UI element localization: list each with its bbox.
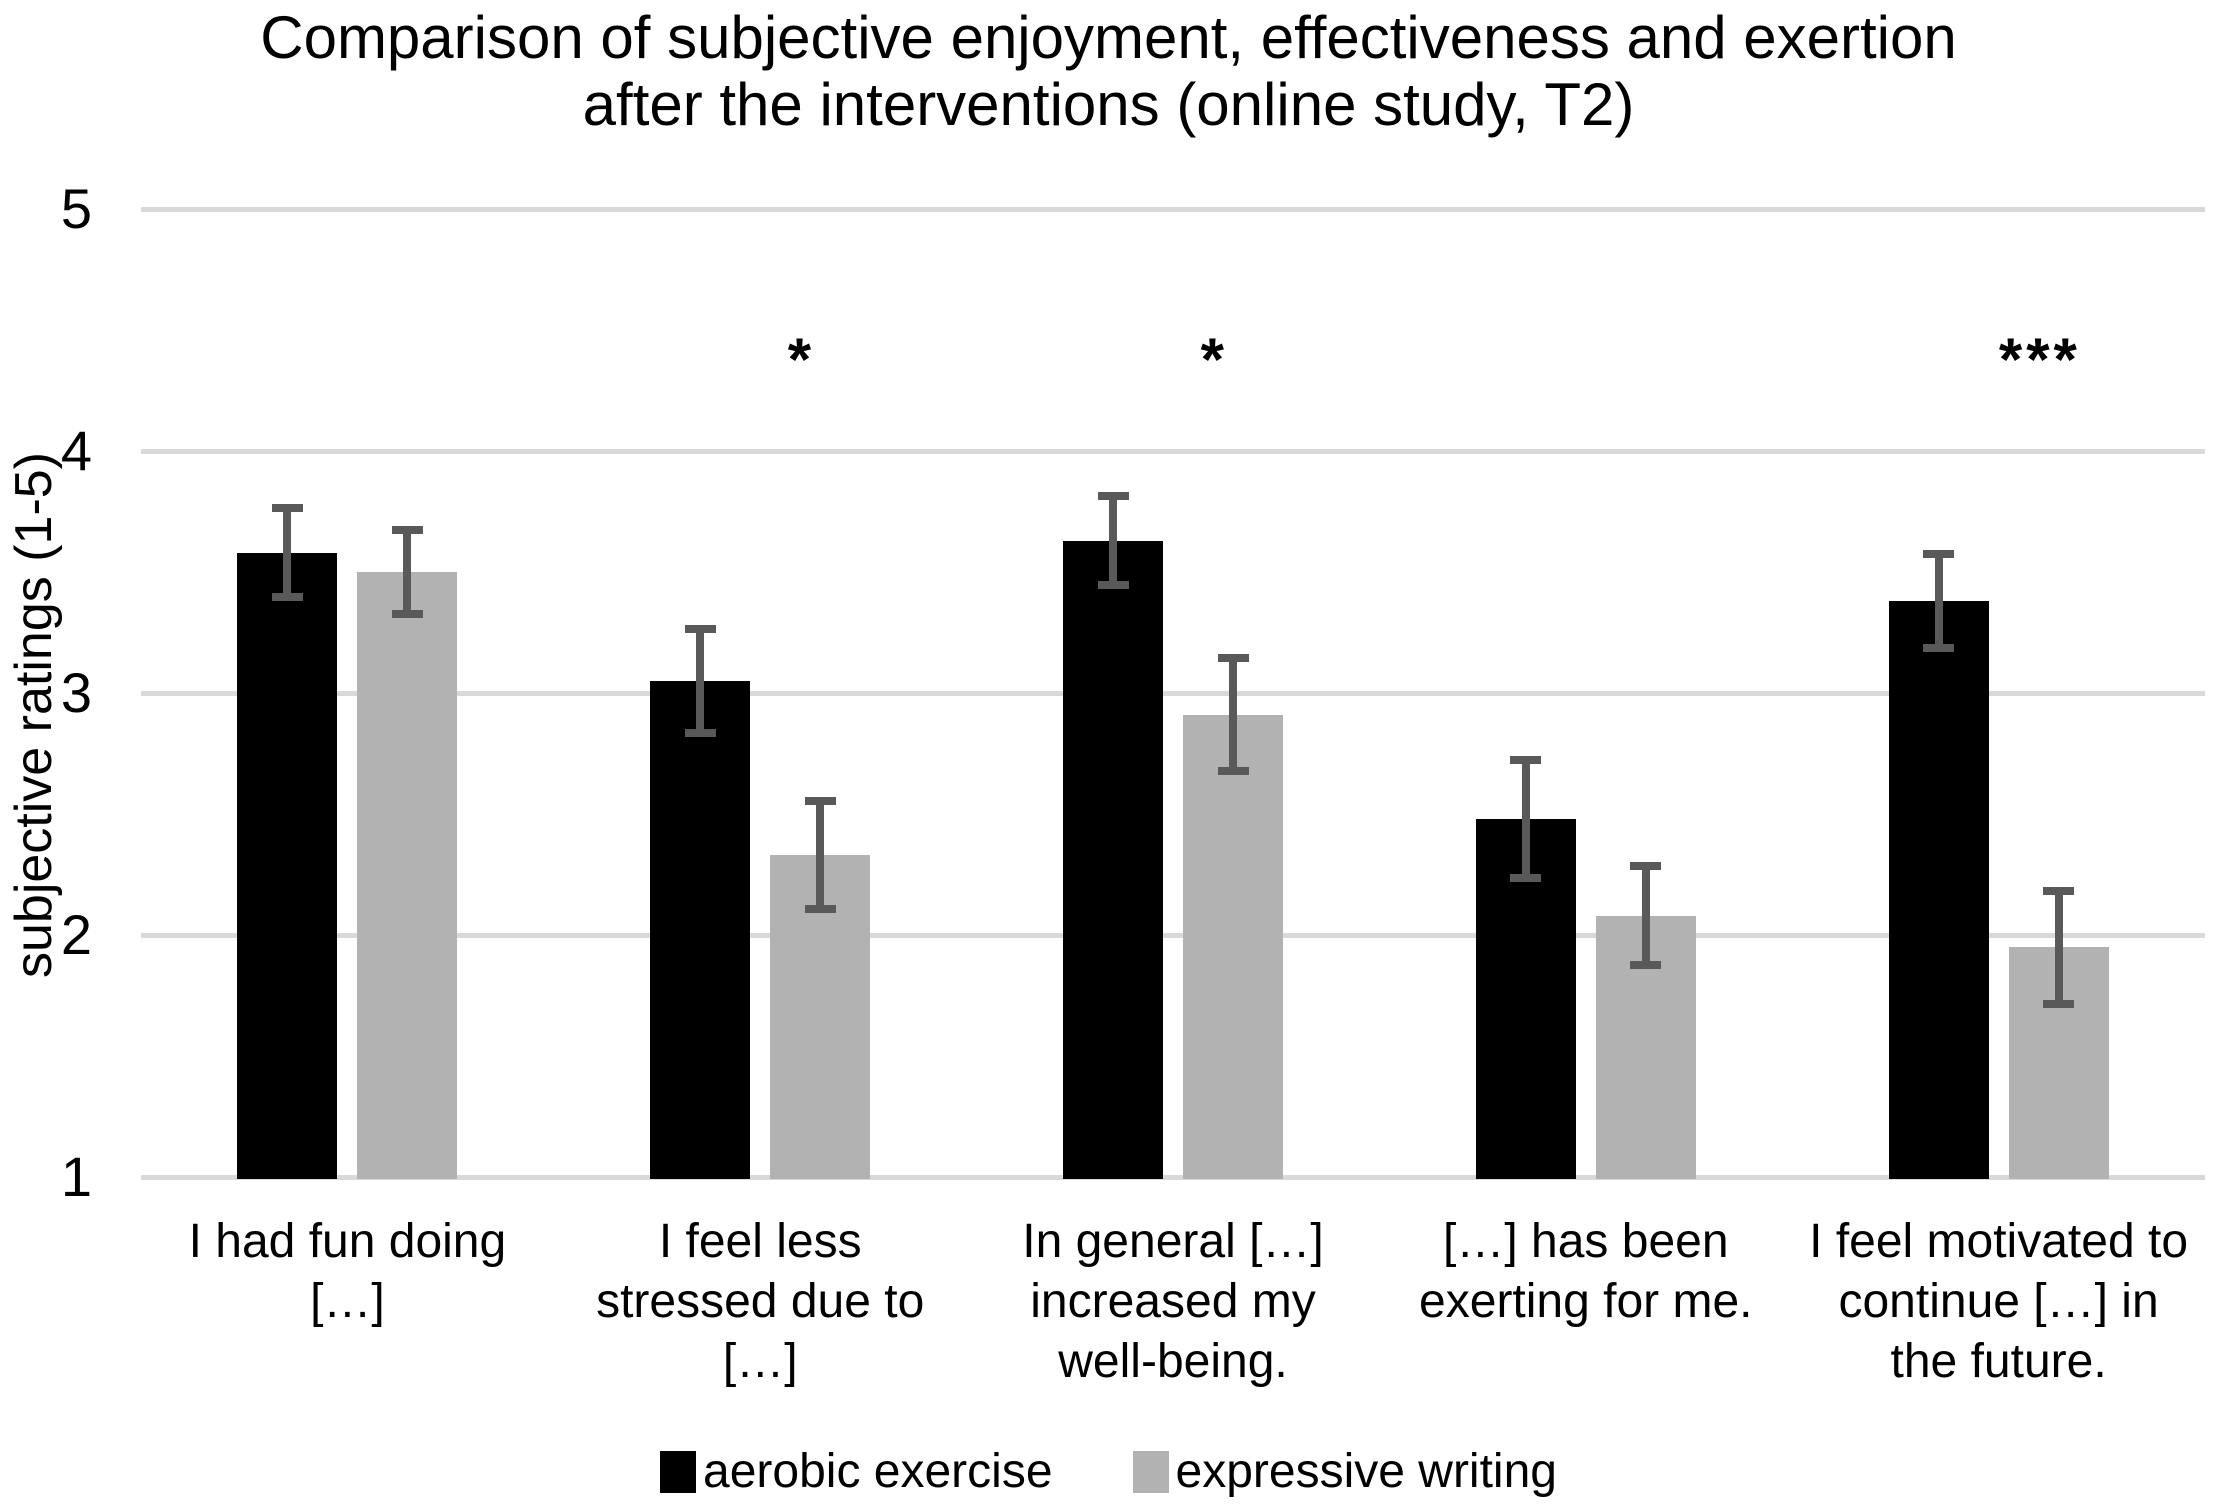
legend-item-aerobic-exercise: aerobic exercise [660,1448,1053,1496]
error-bar-stem [696,625,705,737]
category-label-line: I feel less [658,1215,862,1268]
significance-marker-cat5: *** [1998,326,2081,393]
legend-swatch-aerobic-exercise [660,1451,697,1493]
category-label-line: continue […] in [1838,1275,2159,1328]
y-tick-label-5: 5 [60,177,92,240]
chart-title-line2: after the interventions (online study, T… [582,71,1635,138]
significance-marker-cat2: * [787,326,816,393]
gridline-y4 [141,449,2205,454]
chart-title: Comparison of subjective enjoyment, effe… [0,4,2217,138]
category-label-line: increased my [1030,1275,1316,1328]
gridline-y2 [141,933,2205,938]
error-bar-aerobic-exercise-cat5 [1923,550,1955,652]
error-bar-stem [1641,862,1650,969]
bar-aerobic-exercise-cat3 [1063,540,1163,1179]
error-bar-expressive-writing-cat2 [804,797,836,914]
error-bar-stem [2054,886,2063,1008]
category-label-line: stressed due to [596,1275,925,1328]
category-label-5: I feel motivated to continue […] in the fu… [1792,1212,2205,1392]
bar-aerobic-exercise-cat5 [1888,601,1989,1179]
gridline-y3 [141,691,2205,696]
category-label-line: I had fun doing [188,1215,507,1268]
category-label-1: I had fun doing […] [141,1212,554,1332]
legend-label-expressive-writing: expressive writing [1175,1445,1557,1498]
error-bar-stem [403,526,412,618]
y-tick-label-3: 3 [60,661,92,724]
y-tick-label-4: 4 [60,419,92,482]
category-label-2: I feel less stressed due to […] [554,1212,967,1392]
error-bar-stem [1229,654,1237,776]
legend-swatch-expressive-writing [1132,1451,1169,1493]
category-label-line: […] [722,1335,798,1388]
category-label-line: In general […] [1022,1215,1324,1268]
error-bar-expressive-writing-cat1 [391,526,423,618]
bar-aerobic-exercise-cat1 [237,552,338,1179]
y-tick-label-2: 2 [60,903,92,966]
error-bar-expressive-writing-cat3 [1217,654,1249,776]
error-bar-aerobic-exercise-cat2 [684,625,716,737]
significance-marker-cat3: * [1200,326,1228,393]
category-label-line: the future. [1890,1335,2107,1388]
error-bar-expressive-writing-cat5 [2043,886,2075,1008]
error-bar-stem [1521,755,1530,882]
bar-expressive-writing-cat3 [1183,714,1283,1179]
gridline-y1 [141,1175,2205,1180]
y-tick-label-1: 1 [60,1145,92,1208]
legend-label-aerobic-exercise: aerobic exercise [703,1445,1053,1498]
legend: aerobic exercise expressive writing [0,1448,2217,1496]
legend-item-expressive-writing: expressive writing [1132,1445,1557,1498]
error-bar-expressive-writing-cat4 [1630,862,1662,969]
error-bar-aerobic-exercise-cat4 [1510,755,1542,882]
category-label-3: In general […] increased my well-being. [967,1212,1380,1392]
category-label-4: […] has been exerting for me. [1379,1212,1792,1332]
error-bar-stem [1109,492,1117,589]
error-bar-stem [816,797,825,914]
category-label-line: I feel motivated to [1809,1215,2189,1268]
category-label-line: […] has been [1443,1215,1729,1268]
category-label-line: exerting for me. [1419,1275,1753,1328]
category-label-line: well-being. [1058,1335,1288,1388]
error-bar-stem [1934,550,1943,652]
gridline-y5 [141,207,2205,212]
category-label-line: […] [310,1275,385,1328]
bar-aerobic-exercise-cat2 [650,680,751,1179]
bar-expressive-writing-cat1 [357,572,458,1179]
error-bar-stem [283,504,292,602]
error-bar-aerobic-exercise-cat3 [1097,492,1129,589]
error-bar-aerobic-exercise-cat1 [271,504,303,602]
chart-title-line1: Comparison of subjective enjoyment, effe… [260,4,1957,71]
